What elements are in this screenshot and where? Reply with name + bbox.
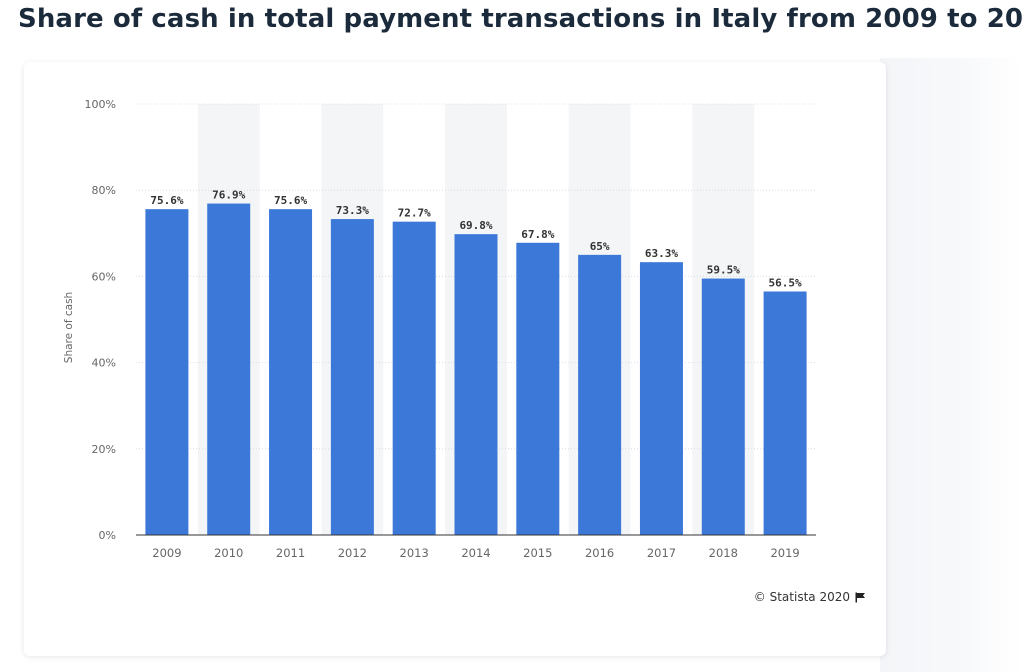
statista-credit[interactable]: © Statista 2020 <box>754 590 866 604</box>
y-tick-label: 20% <box>92 443 116 456</box>
x-tick-label: 2013 <box>400 546 429 560</box>
data-label: 65% <box>590 240 610 253</box>
x-tick-label: 2014 <box>461 546 490 560</box>
data-label: 63.3% <box>645 247 678 260</box>
x-tick-label: 2012 <box>338 546 367 560</box>
y-tick-label: 60% <box>92 270 116 283</box>
chart-card: 0% 20% 40% 60% 80% 100% Share of cash 75.6% 2009… <box>24 62 886 656</box>
bar-2014[interactable] <box>454 234 498 536</box>
data-label: 75.6% <box>274 194 307 207</box>
data-label: 75.6% <box>150 194 183 207</box>
background-shade <box>880 58 1024 672</box>
x-tick-label: 2017 <box>647 546 676 560</box>
flag-icon[interactable] <box>855 592 866 603</box>
x-tick-label: 2010 <box>214 546 243 560</box>
bar-2013[interactable] <box>392 221 436 535</box>
credit-text[interactable]: © Statista 2020 <box>753 590 850 604</box>
x-tick-label: 2018 <box>709 546 738 560</box>
bar-2011[interactable] <box>269 209 313 535</box>
bar-2018[interactable] <box>701 278 745 535</box>
data-label: 59.5% <box>707 264 740 277</box>
x-tick-label: 2011 <box>276 546 305 560</box>
x-tick-label: 2009 <box>152 546 181 560</box>
bar-2012[interactable] <box>330 219 374 535</box>
y-tick-label: 40% <box>92 357 116 370</box>
bar-chart: 0% 20% 40% 60% 80% 100% Share of cash 75.6% 2009… <box>63 98 816 560</box>
y-tick-label: 0% <box>99 529 116 542</box>
data-label: 76.9% <box>212 189 245 202</box>
data-label: 73.3% <box>336 204 369 217</box>
x-tick-label: 2016 <box>585 546 614 560</box>
bar-2009[interactable] <box>145 209 189 535</box>
bar-2015[interactable] <box>516 242 560 536</box>
bar-2017[interactable] <box>639 262 683 535</box>
data-label: 67.8% <box>521 228 554 241</box>
y-axis-title: Share of cash <box>63 292 75 363</box>
data-label: 72.7% <box>398 207 431 220</box>
bar-2010[interactable] <box>207 203 251 535</box>
data-label: 56.5% <box>769 276 802 289</box>
page-title: Share of cash in total payment transacti… <box>18 4 1024 34</box>
x-tick-label: 2015 <box>523 546 552 560</box>
bar-2019[interactable] <box>763 291 807 535</box>
data-label: 69.8% <box>459 219 492 232</box>
y-tick-label: 80% <box>92 184 116 197</box>
x-tick-label: 2019 <box>770 546 799 560</box>
bar-2016[interactable] <box>578 254 622 535</box>
y-tick-label: 100% <box>85 98 116 111</box>
